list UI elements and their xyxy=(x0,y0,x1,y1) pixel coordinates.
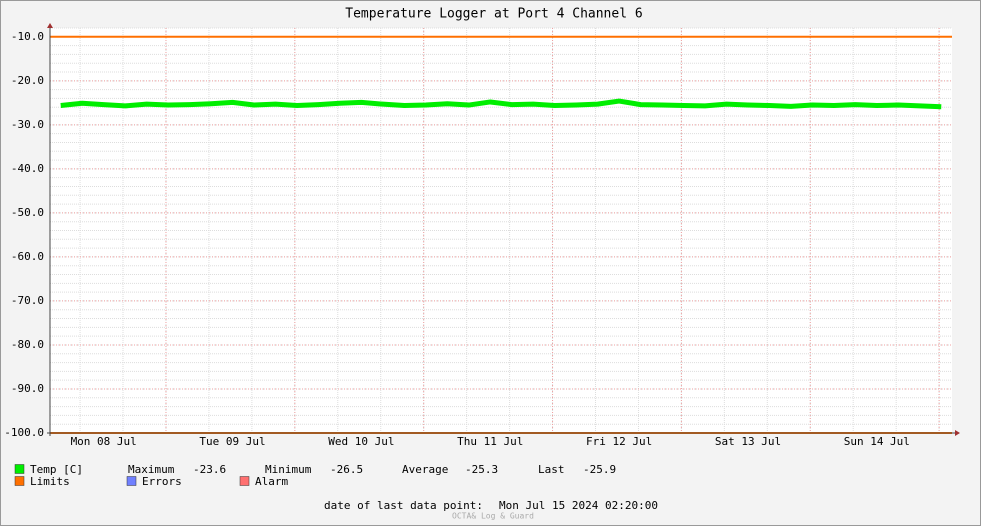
watermark: OCTA& Log & Guard xyxy=(452,512,534,521)
y-tick-label: -60.0 xyxy=(11,250,44,263)
stat-value: -25.9 xyxy=(583,463,616,476)
stat-label: Average xyxy=(402,463,448,476)
stat-label: Last xyxy=(538,463,565,476)
y-tick-label: -30.0 xyxy=(11,118,44,131)
stat-label: Maximum xyxy=(128,463,175,476)
stat-value: -26.5 xyxy=(330,463,363,476)
x-tick-label: Sun 14 Jul xyxy=(844,435,910,448)
chart-title: Temperature Logger at Port 4 Channel 6 xyxy=(345,7,642,22)
y-tick-label: -10.0 xyxy=(11,30,44,43)
y-tick-label: -50.0 xyxy=(11,206,44,219)
x-axis-arrow xyxy=(955,430,960,436)
x-tick-label: Mon 08 Jul xyxy=(71,435,137,448)
x-tick-label: Wed 10 Jul xyxy=(328,435,394,448)
legend-label: Temp [C] xyxy=(30,463,83,476)
x-tick-label: Tue 09 Jul xyxy=(199,435,265,448)
footer-value: Mon Jul 15 2024 02:20:00 xyxy=(499,499,658,512)
y-tick-label: -20.0 xyxy=(11,74,44,87)
legend-label: Limits xyxy=(30,475,70,488)
y-tick-label: -90.0 xyxy=(11,382,44,395)
y-tick-label: -70.0 xyxy=(11,294,44,307)
legend-swatch xyxy=(126,476,137,486)
legend-swatch xyxy=(239,476,250,486)
y-tick-label: -40.0 xyxy=(11,162,44,175)
stat-label: Minimum xyxy=(265,463,312,476)
y-tick-label: -80.0 xyxy=(11,338,44,351)
stat-value: -23.6 xyxy=(193,463,226,476)
x-tick-label: Thu 11 Jul xyxy=(457,435,523,448)
x-tick-label: Fri 12 Jul xyxy=(586,435,652,448)
stat-value: -25.3 xyxy=(465,463,498,476)
legend-swatch xyxy=(14,476,25,486)
legend-label: Errors xyxy=(142,475,182,488)
footer-label: date of last data point: xyxy=(324,499,483,512)
temp-line xyxy=(60,98,942,110)
y-tick-label: -100.0 xyxy=(4,426,44,439)
legend-swatch xyxy=(14,464,25,474)
x-tick-label: Sat 13 Jul xyxy=(715,435,781,448)
y-axis-arrow xyxy=(47,23,53,28)
legend-label: Alarm xyxy=(255,475,288,488)
